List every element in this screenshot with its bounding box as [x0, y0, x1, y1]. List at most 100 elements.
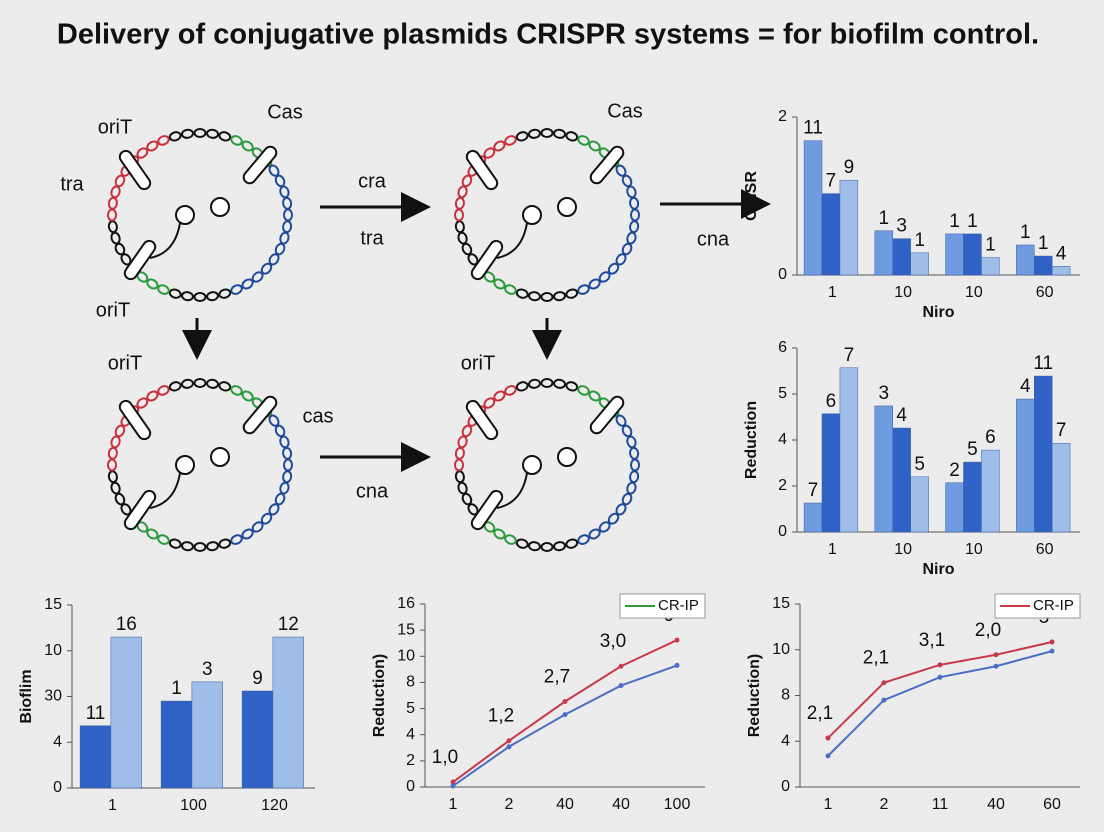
y-tick-label: 15 [772, 595, 790, 612]
plasmid-bead [193, 542, 207, 552]
diagram-label: Cas [607, 100, 643, 122]
x-axis-label: Niro [923, 304, 955, 321]
plasmid-bead [193, 292, 207, 302]
y-tick-label: 10 [772, 641, 790, 658]
plasmid-bead [528, 128, 541, 139]
plasmid-bead [565, 381, 579, 392]
plasmid-bead [454, 220, 465, 234]
link [149, 222, 181, 259]
plasmid-bead [146, 278, 159, 290]
point [825, 753, 831, 759]
plasmid-bead [241, 528, 254, 540]
bar [1016, 398, 1035, 533]
gene-cassette [123, 239, 157, 281]
bar [963, 461, 982, 533]
plasmid-bead [146, 390, 159, 402]
x-tick-label: 10 [894, 284, 912, 301]
bar-annotation: 11 [803, 118, 823, 139]
link [149, 472, 181, 509]
bar-annotation: 3 [878, 383, 889, 404]
bar [110, 636, 142, 789]
bar [892, 427, 911, 533]
x-tick-label: 60 [1036, 541, 1054, 558]
bar-annotation: 1 [914, 230, 925, 251]
plasmid-bead [553, 378, 566, 389]
y-tick-label: 10 [44, 642, 62, 659]
plasmid-bead [110, 185, 121, 199]
diagram-label: tra [360, 227, 384, 249]
plasmid-bead [629, 446, 640, 460]
bar-annotation: 1 [1038, 233, 1049, 254]
point [674, 637, 680, 643]
y-tick-label: 5 [778, 385, 787, 402]
plasmid-bead [218, 288, 232, 299]
plasmid-bead [454, 446, 465, 460]
plasmid-bead [528, 291, 541, 302]
plasmid-bead [515, 381, 529, 392]
plasmid [454, 378, 640, 552]
plasmid-bead [282, 446, 293, 460]
y-tick-label: 2 [406, 752, 415, 769]
plasmid-bead [504, 284, 517, 295]
plasmid-bead [279, 185, 290, 199]
plasmid-bead [540, 128, 554, 138]
x-tick-label: 1 [828, 284, 837, 301]
plasmid-bead [181, 378, 194, 389]
x-tick-label: 1 [828, 541, 837, 558]
plasmid-bead [626, 435, 637, 449]
bar [803, 502, 823, 533]
plasmid-bead [168, 538, 182, 549]
node [522, 205, 542, 225]
plasmid-bead [181, 128, 194, 139]
y-axis-label: Reduction) [371, 654, 388, 738]
y-tick-label: 15 [397, 621, 415, 638]
bar-annotation: 12 [278, 614, 299, 635]
bar-annotation: 1 [967, 211, 978, 232]
plasmid-bead [230, 284, 243, 295]
bar [803, 140, 823, 276]
gene-cassette [589, 395, 625, 435]
plasmid-bead [157, 135, 170, 146]
diagram-label: tra [60, 173, 84, 195]
plasmid-bead [528, 541, 541, 552]
x-tick-label: 60 [1036, 284, 1054, 301]
bar [981, 449, 1000, 533]
diagram-label: oriT [96, 299, 130, 321]
plasmid-bead [598, 521, 611, 533]
bar [839, 179, 859, 276]
plasmid-bead [282, 220, 293, 234]
point [937, 662, 943, 668]
plasmid-bead [626, 231, 637, 245]
plasmid-bead [241, 390, 254, 402]
x-tick-label: 100 [180, 797, 207, 814]
plasmid-bead [553, 128, 566, 139]
plasmid-bead [493, 528, 506, 540]
y-axis-label: CRISR [743, 171, 760, 221]
x-tick-label: 1 [108, 797, 117, 814]
plasmid-bead [260, 512, 273, 525]
x-tick-label: 10 [894, 541, 912, 558]
x-tick-label: 60 [1043, 796, 1061, 813]
plasmid-bead [540, 542, 554, 552]
plasmid-bead [457, 185, 468, 199]
plasmid-bead [515, 538, 529, 549]
bar [79, 725, 112, 789]
point [825, 735, 831, 741]
plasmid-bead [193, 128, 207, 138]
plasmid-bead [515, 288, 529, 299]
point [937, 674, 943, 680]
plasmid-bead [565, 131, 579, 142]
point-annotation: 3,1 [919, 630, 945, 651]
arrows [182, 189, 771, 472]
plasmid-bead [218, 381, 232, 392]
plasmid-bead [629, 470, 640, 484]
bar-annotation: 6 [826, 391, 837, 412]
point-annotation: 1,2 [488, 706, 514, 727]
y-tick-label: 16 [397, 595, 415, 612]
gene-cassette [470, 489, 504, 531]
y-tick-label: 4 [53, 733, 62, 750]
bar [1016, 244, 1035, 276]
bar [160, 700, 193, 789]
plasmid-bead [282, 196, 293, 210]
